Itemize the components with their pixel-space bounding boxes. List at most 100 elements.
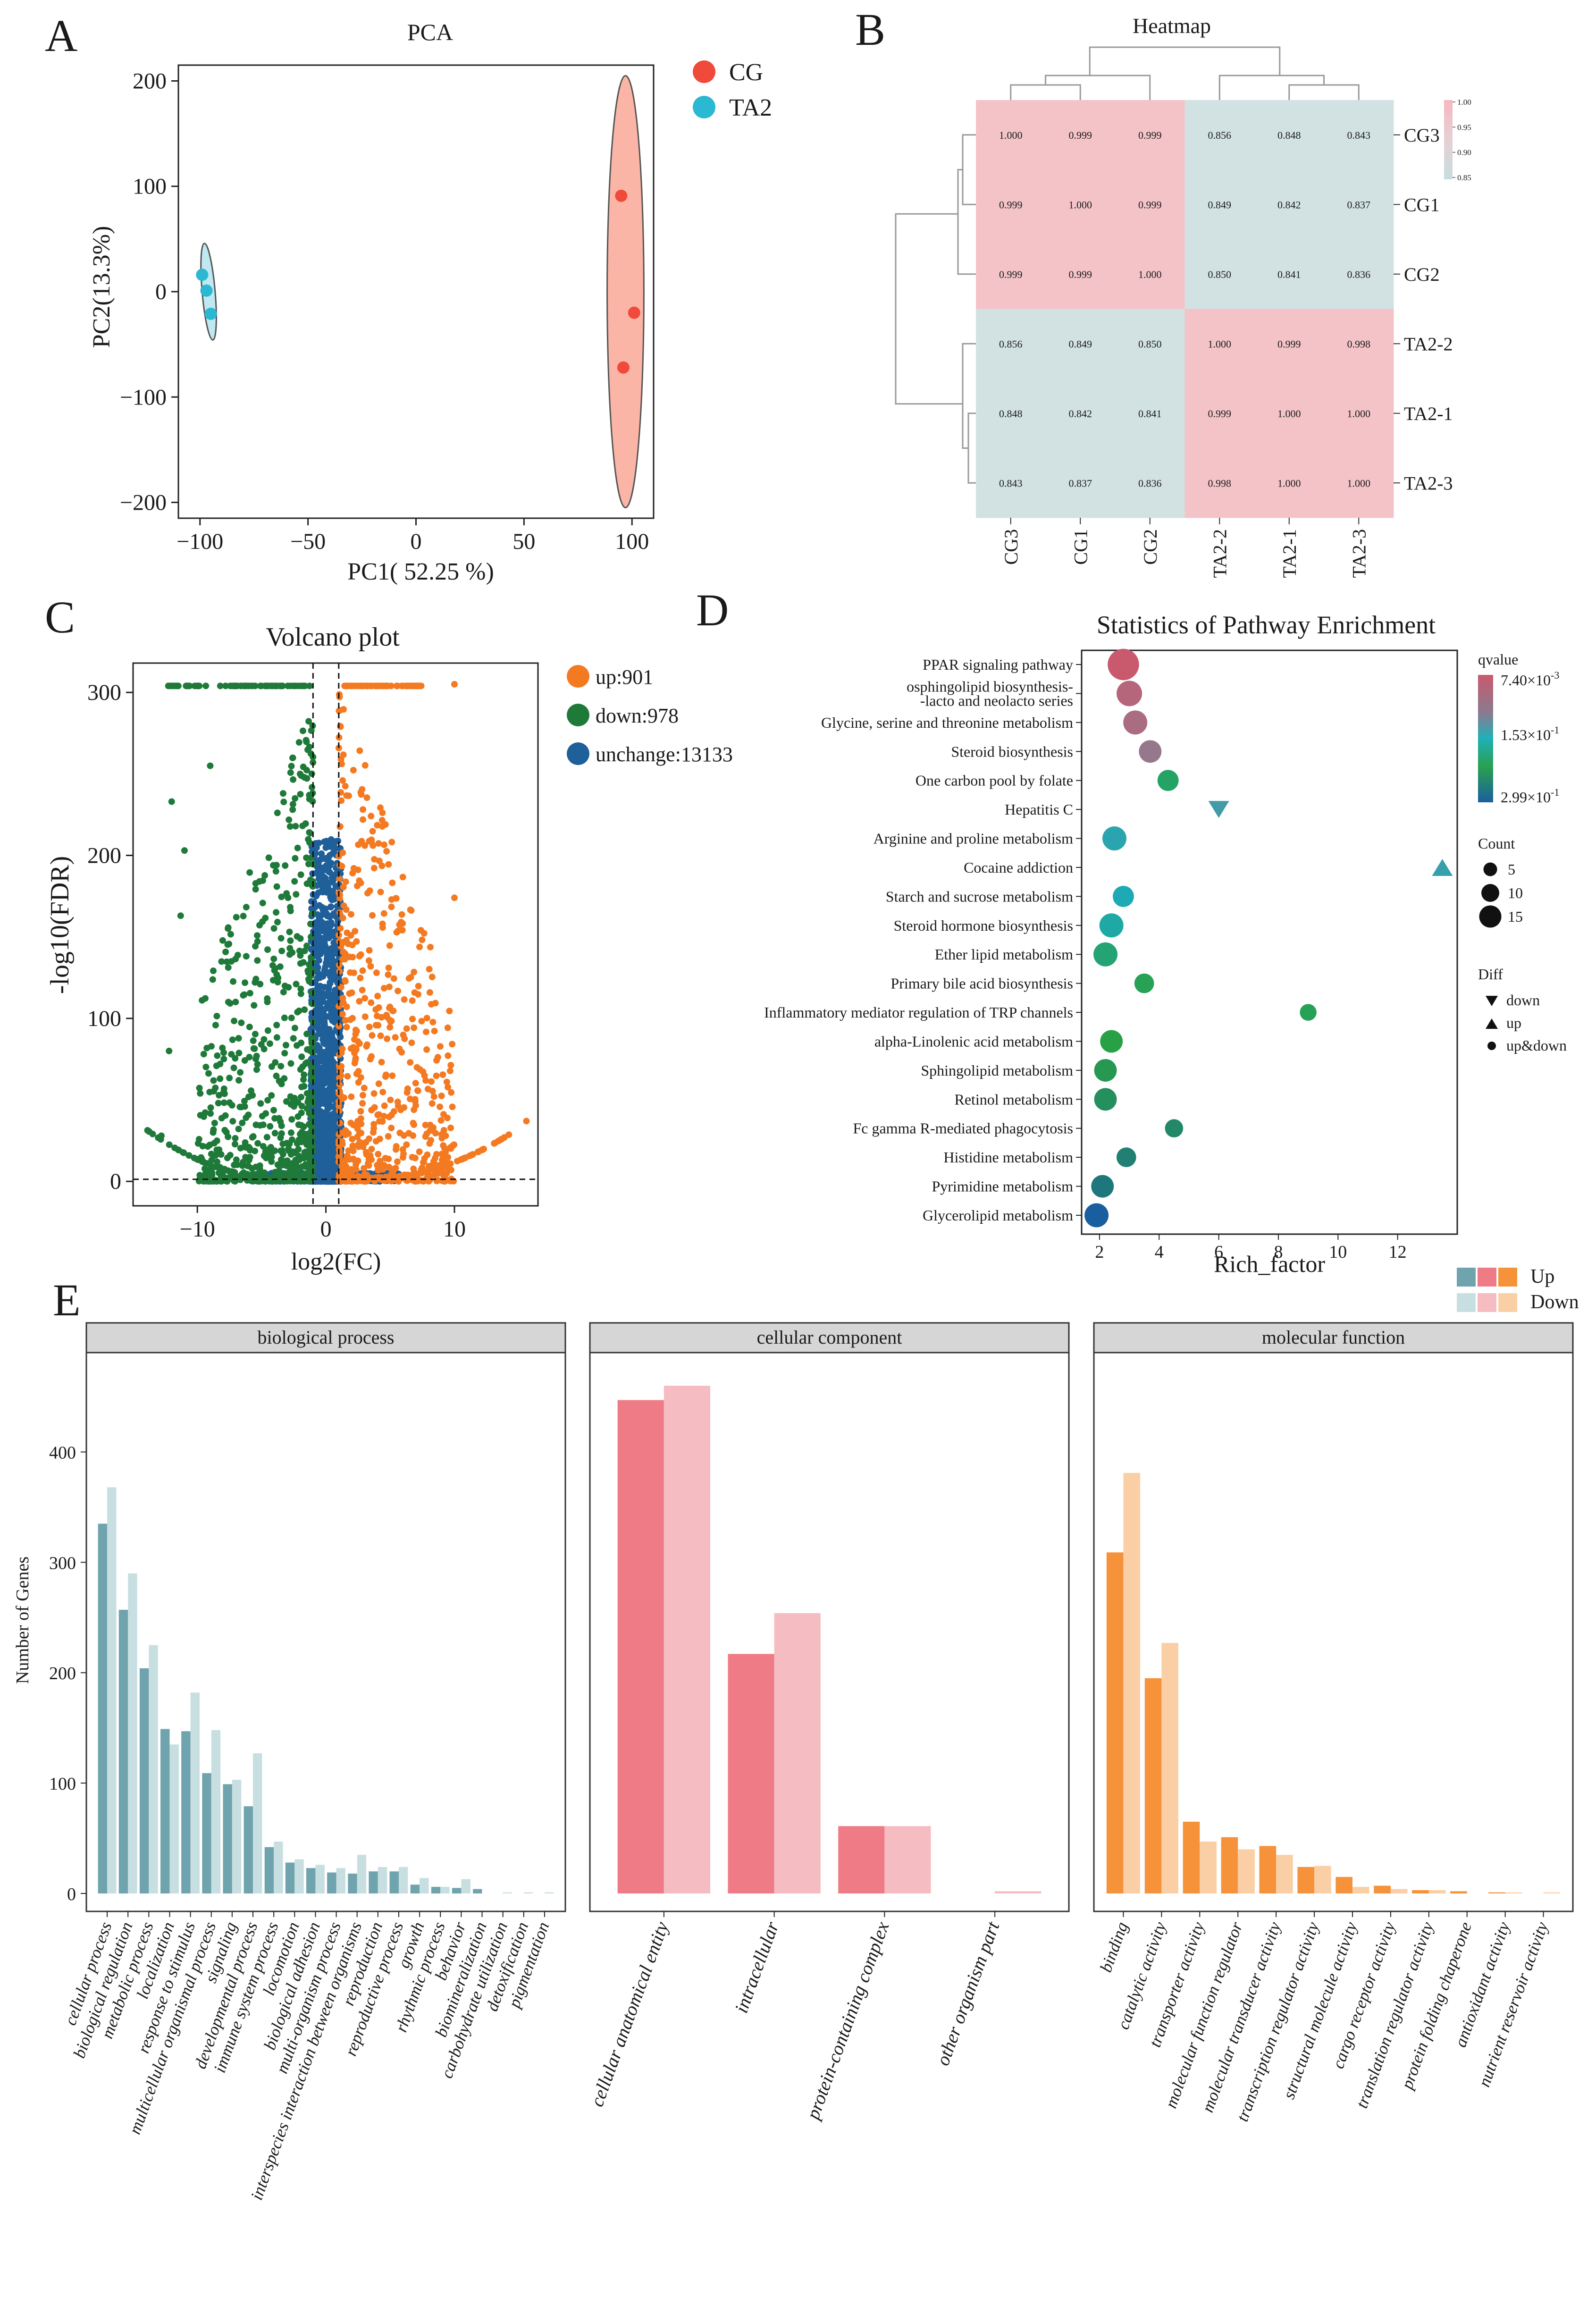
- diff-legend-marker-up: [1486, 1018, 1498, 1029]
- volcano-point-down: [294, 933, 301, 940]
- volcano-point-up: [437, 1103, 444, 1110]
- volcano-point-up: [349, 870, 356, 877]
- go-bar-up: [223, 1784, 232, 1893]
- volcano-point-up: [336, 909, 343, 916]
- volcano-point-down: [287, 1060, 294, 1067]
- volcano-point-down: [291, 1103, 298, 1110]
- heatmap-cell-value: 1.000: [1277, 408, 1301, 420]
- volcano-point-down: [264, 946, 271, 953]
- volcano-point-up: [479, 1146, 487, 1153]
- volcano-point-up: [372, 1138, 379, 1145]
- volcano-point-up: [403, 1025, 410, 1032]
- volcano-point-unchange: [315, 991, 322, 998]
- volcano-point-up: [344, 682, 351, 690]
- volcano-point-up: [428, 1078, 435, 1085]
- volcano-point-down: [293, 1042, 300, 1049]
- volcano-point-unchange: [328, 1119, 335, 1126]
- volcano-point-down: [278, 1080, 285, 1087]
- volcano-point-up: [412, 1170, 420, 1177]
- go-bar-up: [1144, 1678, 1162, 1893]
- volcano-point-down: [242, 979, 249, 986]
- volcano-point-down: [229, 1169, 236, 1176]
- go-bar-down: [211, 1730, 221, 1893]
- volcano-title: Volcano plot: [266, 623, 400, 652]
- volcano-x-tick-label: 0: [320, 1217, 332, 1242]
- volcano-point-down: [207, 762, 214, 769]
- volcano-point-up: [411, 1024, 418, 1031]
- volcano-point-up: [395, 987, 402, 994]
- volcano-point-up: [366, 1023, 373, 1030]
- volcano-point-unchange: [325, 856, 332, 863]
- go-bar-up: [728, 1654, 774, 1893]
- volcano-point-up: [361, 1171, 369, 1178]
- volcano-point-down: [297, 871, 304, 878]
- volcano-point-unchange: [327, 843, 334, 850]
- volcano-point-up: [385, 1133, 392, 1140]
- volcano-point-down: [304, 1059, 311, 1066]
- heatmap-cell-value: 0.850: [1138, 338, 1162, 350]
- volcano-point-up: [385, 964, 392, 971]
- volcano-point-down: [243, 953, 250, 960]
- volcano-point-up: [370, 1175, 378, 1182]
- volcano-point-up: [413, 1064, 420, 1071]
- panel-letter-d: D: [696, 585, 729, 635]
- volcano-point-down: [245, 1172, 252, 1179]
- volcano-point-down: [202, 1171, 209, 1178]
- go-bar-up: [1336, 1876, 1352, 1893]
- volcano-point-up: [336, 875, 343, 883]
- volcano-point-down: [298, 1102, 305, 1110]
- volcano-point-down: [257, 1122, 264, 1129]
- volcano-point-unchange: [327, 1078, 334, 1085]
- pathway-label: Glycerolipid metabolism: [923, 1207, 1073, 1224]
- pca-y-tick-label: −100: [120, 385, 167, 410]
- heatmap-cell-value: 0.999: [1277, 338, 1301, 350]
- go-bar-down: [336, 1868, 345, 1893]
- volcano-point-up: [371, 1104, 378, 1111]
- go-facet-title: molecular function: [1262, 1327, 1405, 1348]
- volcano-point-down: [309, 784, 316, 791]
- heatmap-panel: Heatmap 1.000 0.999 0.999 0.856 0.848 0.843 0.9…: [895, 14, 1471, 578]
- volcano-point-up: [416, 682, 423, 690]
- volcano-point-down: [273, 971, 280, 978]
- volcano-y-tick-label: 0: [110, 1169, 121, 1194]
- heatmap-col-dendrogram-branch: [1045, 75, 1151, 100]
- go-bar-down: [294, 1859, 304, 1893]
- go-category-label: cellular anatomical entity: [586, 1918, 673, 2109]
- go-bar-up: [1183, 1821, 1200, 1893]
- volcano-point-up: [368, 1145, 375, 1152]
- volcano-point-down: [306, 839, 313, 846]
- volcano-point-up: [432, 1129, 439, 1136]
- volcano-x-axis-label: log2(FC): [291, 1248, 381, 1275]
- volcano-point-up: [400, 1132, 407, 1139]
- volcano-point-up: [354, 866, 361, 874]
- volcano-point-down: [219, 937, 226, 944]
- volcano-point-unchange: [325, 986, 332, 993]
- heatmap-cell-value: 0.999: [999, 269, 1023, 280]
- volcano-point-down: [230, 978, 237, 985]
- heatmap-col-dendrogram-branch: [1218, 75, 1325, 100]
- volcano-point-up: [421, 1178, 428, 1185]
- volcano-point-up: [338, 1161, 345, 1168]
- volcano-point-up: [491, 1140, 498, 1147]
- volcano-point-down: [297, 960, 304, 967]
- volcano-point-down: [299, 727, 306, 734]
- volcano-point-unchange: [331, 1039, 338, 1046]
- pathway-label: Pyrimidine metabolism: [932, 1178, 1073, 1195]
- pathway-x-tick-label: 12: [1389, 1242, 1407, 1262]
- go-legend-label-up: Up: [1530, 1266, 1554, 1287]
- go-y-tick-label: 300: [49, 1553, 76, 1573]
- heatmap-cell: [1254, 239, 1324, 309]
- volcano-point-up: [380, 910, 387, 917]
- pathway-x-tick-label: 4: [1155, 1242, 1164, 1262]
- volcano-point-down: [295, 1007, 302, 1014]
- volcano-point-up: [355, 1079, 362, 1086]
- volcano-point-down: [309, 910, 316, 917]
- go-bar-up: [181, 1731, 191, 1893]
- volcano-point-down: [231, 1018, 238, 1025]
- panel-letter-a: A: [45, 10, 77, 61]
- volcano-point-down: [166, 1047, 173, 1054]
- volcano-panel: Volcano plot −10 0 10 300 200 100 0 log2(FC) -log…: [45, 623, 733, 1275]
- volcano-point-up: [342, 878, 349, 885]
- volcano-point-down: [227, 1152, 234, 1159]
- volcano-point-down: [290, 776, 297, 783]
